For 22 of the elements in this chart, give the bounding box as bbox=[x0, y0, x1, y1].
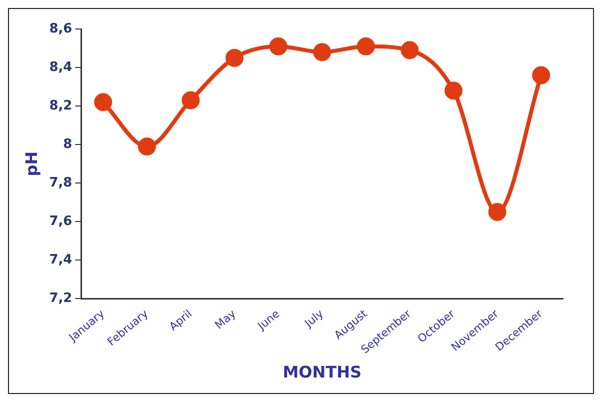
point bbox=[138, 137, 156, 156]
point bbox=[269, 37, 288, 56]
point bbox=[182, 91, 200, 110]
y-tick-label: 7,2 bbox=[49, 290, 72, 306]
point bbox=[356, 37, 375, 56]
point bbox=[532, 66, 550, 84]
point bbox=[444, 82, 463, 100]
y-tick-label: 8,4 bbox=[49, 60, 72, 75]
y-tick-label: 7,6 bbox=[49, 214, 72, 229]
y-tick-label: 8,6 bbox=[49, 21, 72, 36]
y-axis-title: pH bbox=[22, 151, 41, 176]
y-tick-label: 8,2 bbox=[49, 98, 72, 114]
point bbox=[94, 93, 112, 112]
point bbox=[488, 202, 506, 221]
y-tick-label: 7,4 bbox=[49, 252, 72, 268]
y-tick-label: 8 bbox=[63, 136, 72, 152]
point bbox=[400, 41, 419, 60]
y-tick-label: 7,8 bbox=[49, 175, 72, 190]
point bbox=[226, 48, 244, 67]
x-tick-label: May bbox=[212, 306, 239, 332]
point bbox=[313, 43, 332, 62]
x-axis-title: MONTHS bbox=[282, 362, 362, 382]
